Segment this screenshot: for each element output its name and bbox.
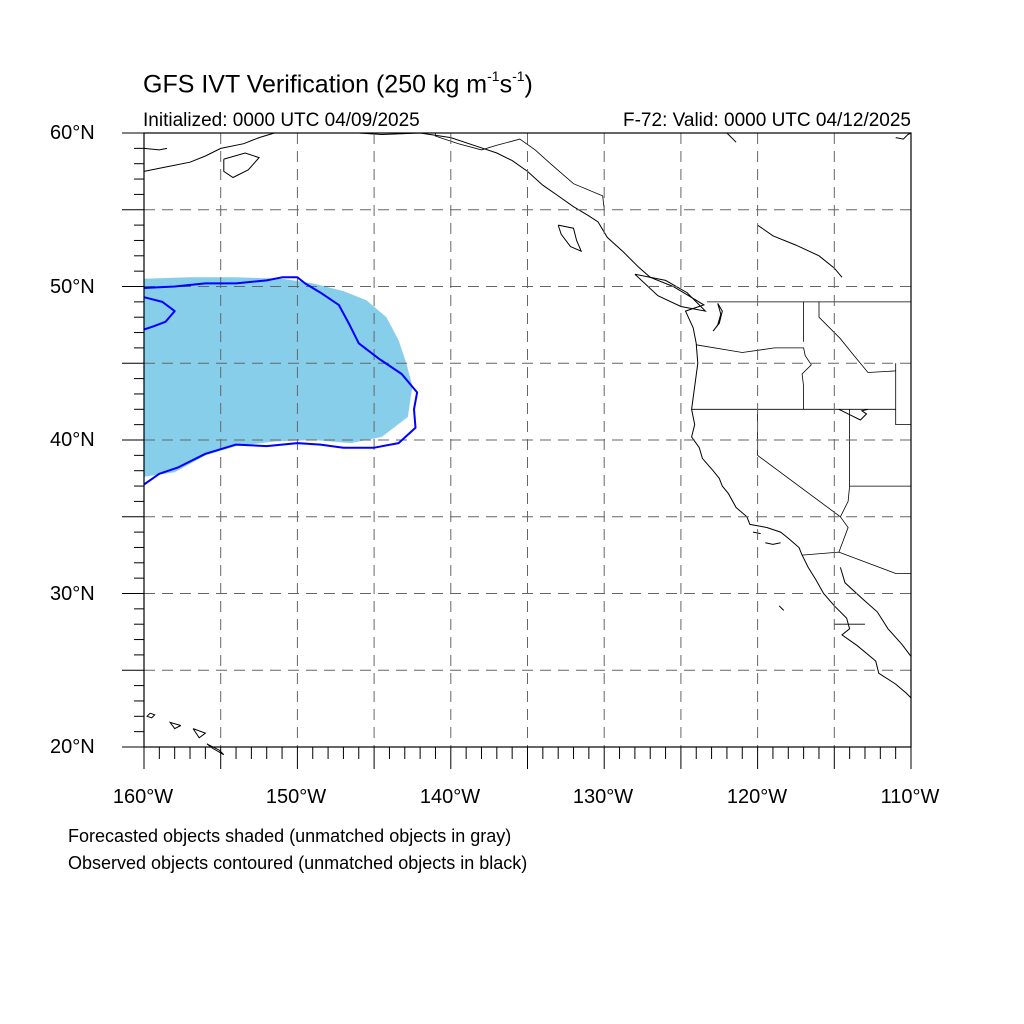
lon-label-120w: 120°W — [726, 786, 788, 808]
coastline-segment — [192, 728, 207, 739]
forecast-object-layer — [144, 277, 413, 477]
lon-label-110w: 110°W — [880, 786, 940, 808]
title-mid: s — [499, 70, 513, 99]
political-boundary-layer — [435, 133, 911, 625]
lat-label-20n: 20°N — [50, 736, 95, 758]
coastline-layer — [143, 132, 912, 756]
lat-label-30n: 30°N — [50, 583, 95, 605]
coastline-segment — [634, 273, 707, 312]
coastline-segment — [358, 132, 912, 699]
legend-note-observed: Observed objects contoured (unmatched ob… — [68, 853, 528, 873]
observed-object-layer — [143, 276, 419, 486]
coastline-segment — [726, 132, 737, 143]
coastline-segment — [557, 224, 583, 253]
coastline-segment — [168, 721, 182, 730]
graticule-layer — [144, 133, 911, 747]
political-boundary — [840, 409, 850, 517]
map-title: GFS IVT Verification (250 kg m-1s-1) — [143, 68, 533, 99]
coastline-segment — [838, 408, 869, 421]
title-end: ) — [524, 70, 533, 99]
coastline-segment — [895, 132, 912, 140]
political-boundary — [802, 551, 911, 574]
title-main: GFS IVT Verification (250 kg m — [143, 70, 488, 99]
lon-label-140w: 140°W — [419, 786, 481, 808]
lat-label-40n: 40°N — [50, 429, 95, 451]
political-boundary — [895, 363, 911, 426]
political-boundary — [757, 409, 841, 518]
observed-object-contour-lobe — [143, 296, 176, 331]
coastline-segment — [765, 542, 781, 545]
political-boundary — [696, 344, 812, 410]
valid-time: F-72: Valid: 0000 UTC 04/12/2025 — [623, 110, 911, 131]
coastline-segment — [757, 224, 843, 278]
coastline-segment — [206, 743, 225, 756]
coastline-segment — [223, 152, 260, 179]
title-exponent-1: -1 — [487, 68, 500, 84]
lon-label-130w: 130°W — [572, 786, 634, 808]
lat-label-50n: 50°N — [50, 276, 95, 298]
title-exponent-2: -1 — [512, 68, 525, 84]
coastline-segment — [712, 303, 723, 332]
map-frame — [122, 132, 912, 769]
coastline-segment — [146, 712, 156, 719]
coastline-segment — [752, 531, 761, 535]
observed-object-contour — [143, 276, 419, 486]
political-boundary — [838, 516, 849, 553]
initialized-time: Initialized: 0000 UTC 04/09/2025 — [143, 110, 420, 131]
coastline-segment — [143, 147, 168, 151]
coastline-segment — [839, 567, 912, 657]
lon-label-150w: 150°W — [265, 786, 327, 808]
legend-note-forecast: Forecasted objects shaded (unmatched obj… — [68, 826, 512, 846]
political-boundary — [818, 301, 896, 373]
coastline-segment — [143, 132, 275, 172]
forecast-object-shading — [144, 277, 413, 477]
lat-label-60n: 60°N — [50, 122, 95, 144]
coastline-segment — [778, 605, 785, 611]
lon-label-160w: 160°W — [112, 786, 174, 808]
political-boundary — [435, 133, 605, 210]
